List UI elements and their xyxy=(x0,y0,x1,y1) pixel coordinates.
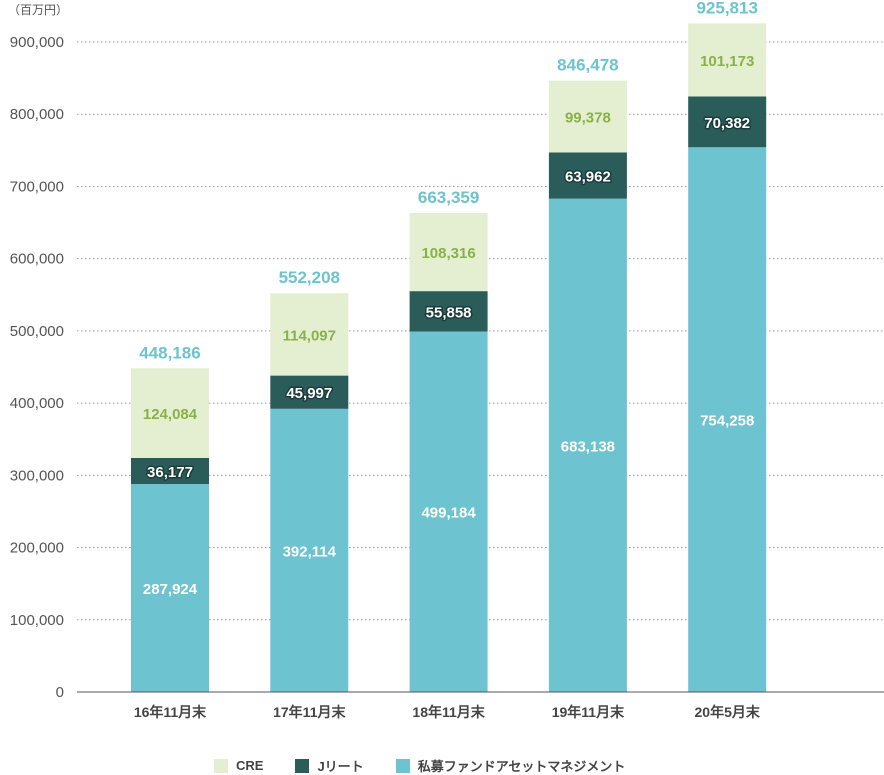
total-value-label: 663,359 xyxy=(418,188,479,207)
bar-segment xyxy=(270,375,349,409)
y-tick-label: 600,000 xyxy=(10,251,64,268)
total-value-label: 846,478 xyxy=(557,56,618,75)
legend-label-private-fund: 私募ファンドアセットマネジメント xyxy=(417,759,626,774)
y-tick-label: 0 xyxy=(56,684,64,701)
segment-value-label: 754,258 xyxy=(700,413,754,430)
y-axis-unit-label: （百万円） xyxy=(8,3,68,17)
segment-value-label: 683,138 xyxy=(561,438,615,455)
legend-item-cre: CRE xyxy=(214,756,263,775)
bar-segment xyxy=(688,23,767,97)
legend-swatch-private-fund xyxy=(395,758,410,773)
y-tick-label: 800,000 xyxy=(10,106,64,123)
total-value-label: 925,813 xyxy=(696,0,757,17)
total-value-label: 552,208 xyxy=(279,268,340,287)
legend: CRE Jリート 私募ファンドアセットマネジメント xyxy=(214,756,625,775)
segment-value-label: 392,114 xyxy=(283,543,337,560)
y-tick-label: 500,000 xyxy=(10,323,64,340)
x-tick-label: 18年11月末 xyxy=(412,704,485,720)
x-axis: 16年11月末 17年11月末 18年11月末 19年11月末 20年5月末 xyxy=(77,691,884,720)
x-tick-label: 20年5月末 xyxy=(695,704,761,720)
bar-segment xyxy=(409,331,488,692)
y-tick-label: 300,000 xyxy=(10,467,64,484)
bar-segment xyxy=(131,484,209,692)
bar-segment xyxy=(409,291,488,332)
bar-segment xyxy=(548,80,627,153)
segment-value-label: 55,858 xyxy=(426,304,472,321)
y-axis: 0 100,000 200,000 300,000 400,000 500,000 600,… xyxy=(10,34,64,701)
segment-value-label: 124,084 xyxy=(143,406,198,423)
segment-value-label: 45,997 xyxy=(286,385,332,402)
x-tick-label: 19年11月末 xyxy=(552,704,625,720)
segment-value-label: 99,378 xyxy=(565,110,611,127)
bar-segment xyxy=(688,96,767,148)
x-tick-label: 17年11月末 xyxy=(273,704,346,720)
legend-label-cre: CRE xyxy=(236,758,264,773)
y-tick-label: 900,000 xyxy=(10,34,64,51)
legend-swatch-cre xyxy=(214,758,228,773)
bar-segment xyxy=(270,408,349,692)
segment-value-label: 70,382 xyxy=(704,115,750,132)
bar-segment xyxy=(548,198,627,692)
segment-value-label: 499,184 xyxy=(421,505,476,522)
bar-segment xyxy=(131,457,209,485)
y-tick-label: 200,000 xyxy=(10,540,64,557)
segment-value-label: 63,962 xyxy=(565,169,611,186)
y-tick-label: 400,000 xyxy=(10,395,64,412)
y-tick-label: 700,000 xyxy=(10,178,64,195)
bar-segment xyxy=(409,212,488,292)
legend-item-private-fund: 私募ファンドアセットマネジメント xyxy=(395,756,626,775)
segment-value-label: 108,316 xyxy=(421,245,475,262)
bar-segment xyxy=(688,147,767,692)
bars: 287,924 36,177 124,084 448,186 392,114 45,997… xyxy=(131,0,767,692)
segment-value-label: 36,177 xyxy=(147,464,193,481)
legend-label-jreit: Jリート xyxy=(317,759,364,774)
bar-segment xyxy=(548,152,627,199)
segment-value-label: 287,924 xyxy=(143,581,198,598)
segment-value-label: 101,173 xyxy=(700,53,754,70)
bar-segment xyxy=(131,368,209,458)
total-value-label: 448,186 xyxy=(139,343,200,362)
x-tick-label: 16年11月末 xyxy=(134,704,207,720)
segment-value-label: 114,097 xyxy=(283,327,336,344)
legend-item-jreit: Jリート xyxy=(295,756,364,775)
y-tick-label: 100,000 xyxy=(10,612,64,629)
legend-swatch-jreit xyxy=(295,758,310,773)
bar-segment xyxy=(270,293,349,376)
